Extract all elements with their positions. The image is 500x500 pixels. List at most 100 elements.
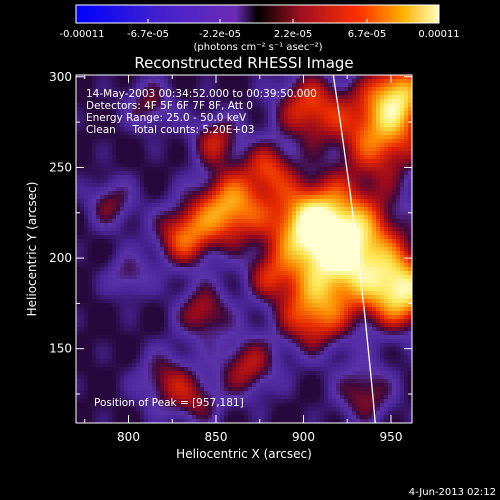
image-pixel xyxy=(352,123,357,128)
image-pixel xyxy=(92,203,97,208)
image-pixel xyxy=(164,127,169,132)
image-pixel xyxy=(188,171,193,176)
image-pixel xyxy=(116,263,121,268)
image-pixel xyxy=(104,155,109,160)
image-pixel xyxy=(236,91,241,96)
image-pixel xyxy=(180,227,185,232)
image-pixel xyxy=(160,175,165,180)
image-pixel xyxy=(280,195,285,200)
image-pixel xyxy=(336,179,341,184)
image-pixel xyxy=(336,275,341,280)
image-pixel xyxy=(284,103,289,108)
image-pixel xyxy=(348,231,353,236)
image-pixel xyxy=(220,183,225,188)
image-pixel xyxy=(196,187,201,192)
image-pixel xyxy=(376,267,381,272)
image-pixel xyxy=(268,95,273,100)
image-pixel xyxy=(184,143,189,148)
image-pixel xyxy=(128,307,133,312)
image-pixel xyxy=(324,195,329,200)
image-pixel xyxy=(240,79,245,84)
image-pixel xyxy=(372,175,377,180)
image-pixel xyxy=(244,175,249,180)
image-pixel xyxy=(316,119,321,124)
image-pixel xyxy=(128,183,133,188)
image-pixel xyxy=(408,255,412,260)
image-pixel xyxy=(160,255,165,260)
image-pixel xyxy=(296,111,301,116)
image-pixel xyxy=(216,271,221,276)
image-pixel xyxy=(200,199,205,204)
image-pixel xyxy=(152,95,157,100)
image-pixel xyxy=(168,199,173,204)
image-pixel xyxy=(348,211,353,216)
image-pixel xyxy=(176,239,181,244)
image-pixel xyxy=(204,227,209,232)
image-pixel xyxy=(408,195,412,200)
image-pixel xyxy=(192,107,197,112)
image-pixel xyxy=(324,163,329,168)
image-pixel xyxy=(160,79,165,84)
image-pixel xyxy=(240,147,245,152)
image-pixel xyxy=(84,75,89,80)
image-pixel xyxy=(288,227,293,232)
image-pixel xyxy=(284,155,289,160)
image-pixel xyxy=(372,155,377,160)
image-pixel xyxy=(208,243,213,248)
image-pixel xyxy=(76,259,81,264)
image-pixel xyxy=(252,235,257,240)
image-pixel xyxy=(108,223,113,228)
image-pixel xyxy=(364,87,369,92)
image-pixel xyxy=(168,195,173,200)
image-pixel xyxy=(400,159,405,164)
image-pixel xyxy=(312,151,317,156)
image-pixel xyxy=(200,231,205,236)
image-pixel xyxy=(296,287,301,292)
image-pixel xyxy=(104,115,109,120)
image-pixel xyxy=(148,131,153,136)
image-pixel xyxy=(320,195,325,200)
image-pixel xyxy=(388,239,393,244)
image-pixel xyxy=(244,147,249,152)
image-pixel xyxy=(312,283,317,288)
image-pixel xyxy=(280,191,285,196)
image-pixel xyxy=(172,135,177,140)
image-pixel xyxy=(136,159,141,164)
image-pixel xyxy=(268,211,273,216)
image-pixel xyxy=(284,143,289,148)
image-pixel xyxy=(184,287,189,292)
image-pixel xyxy=(376,187,381,192)
image-pixel xyxy=(224,247,229,252)
image-pixel xyxy=(392,235,397,240)
image-pixel xyxy=(344,79,349,84)
image-pixel xyxy=(352,291,357,296)
image-pixel xyxy=(176,183,181,188)
image-pixel xyxy=(408,147,412,152)
image-pixel xyxy=(204,271,209,276)
image-pixel xyxy=(392,103,397,108)
image-pixel xyxy=(400,79,405,84)
image-pixel xyxy=(380,279,385,284)
image-pixel xyxy=(176,215,181,220)
image-pixel xyxy=(288,275,293,280)
image-pixel xyxy=(276,239,281,244)
image-pixel xyxy=(240,83,245,88)
image-pixel xyxy=(276,83,281,88)
image-pixel xyxy=(136,135,141,140)
image-pixel xyxy=(256,167,261,172)
image-pixel xyxy=(196,103,201,108)
image-pixel xyxy=(204,91,209,96)
image-pixel xyxy=(240,295,245,300)
image-pixel xyxy=(396,127,401,132)
image-pixel xyxy=(252,279,257,284)
image-pixel xyxy=(320,235,325,240)
image-pixel xyxy=(208,251,213,256)
image-pixel xyxy=(188,155,193,160)
image-pixel xyxy=(396,191,401,196)
image-pixel xyxy=(356,143,361,148)
image-pixel xyxy=(248,299,253,304)
image-pixel xyxy=(136,255,141,260)
image-pixel xyxy=(392,303,397,308)
image-pixel xyxy=(232,259,237,264)
image-pixel xyxy=(300,111,305,116)
